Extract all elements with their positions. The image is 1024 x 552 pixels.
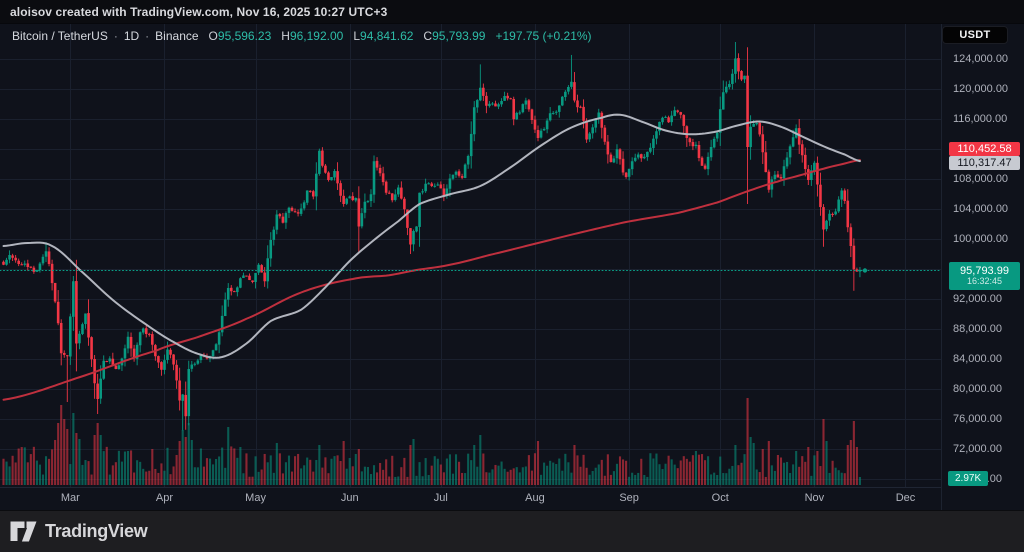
last-price-value: 95,793.99 <box>960 265 1009 278</box>
time-scale-label: Apr <box>155 492 174 504</box>
price-scale-label: 84,000.00 <box>953 352 1002 365</box>
price-scale-label: 104,000.00 <box>953 202 1009 215</box>
price-scale[interactable]: 110,452.58 110,317.47 95,793.99 16:32:45… <box>941 24 1024 510</box>
time-scale-label: Mar <box>60 492 80 504</box>
price-scale-label: 72,000.00 <box>953 442 1002 455</box>
price-scale-label: 124,000.00 <box>953 52 1009 65</box>
symbol-legend: Bitcoin / TetherUS · 1D · Binance O95,59… <box>12 29 592 43</box>
legend-change: +197.75 (+0.21%) <box>495 29 592 43</box>
footer-bar: TradingView <box>0 510 1024 552</box>
time-scale-label: Oct <box>711 492 729 504</box>
price-scale-label: 120,000.00 <box>953 82 1009 95</box>
price-scale-label: 100,000.00 <box>953 232 1009 245</box>
legend-low: L94,841.62 <box>353 29 414 43</box>
time-scale-label: Jun <box>340 492 359 504</box>
chart-area: Bitcoin / TetherUS · 1D · Binance O95,59… <box>0 24 1024 510</box>
legend-high: H96,192.00 <box>281 29 344 43</box>
ma-fast-price-badge: 110,317.47 <box>949 156 1020 170</box>
price-scale-label: 80,000.00 <box>953 382 1002 395</box>
price-scale-label: 76,000.00 <box>953 412 1002 425</box>
tradingview-logo-link[interactable]: TradingView <box>10 521 148 542</box>
price-scale-label: 92,000.00 <box>953 292 1002 305</box>
legend-interval[interactable]: 1D <box>123 29 140 43</box>
volume-badge: 2.97K <box>948 471 989 486</box>
symbol-title[interactable]: Bitcoin / TetherUS <box>12 29 108 43</box>
legend-close: C95,793.99 <box>423 29 486 43</box>
time-scale[interactable]: Mar Apr May Jun Jul Aug Sep Oct Nov Dec <box>0 488 941 510</box>
legend-separator: · <box>145 29 150 43</box>
legend-separator: · <box>113 29 118 43</box>
brand-name: TradingView <box>45 521 148 541</box>
time-scale-label: Nov <box>804 492 825 504</box>
time-scale-label: Aug <box>525 492 545 504</box>
attribution-bar: aloisov created with TradingView.com, No… <box>0 0 1024 24</box>
currency-toggle-button[interactable]: USDT <box>942 26 1008 44</box>
price-scale-label: 108,000.00 <box>953 172 1009 185</box>
time-scale-label: Dec <box>895 492 916 504</box>
tradingview-logo-icon <box>10 521 37 542</box>
attribution-text: aloisov created with TradingView.com, No… <box>10 4 388 19</box>
last-price-badge: 95,793.99 16:32:45 <box>949 262 1020 291</box>
legend-exchange[interactable]: Binance <box>155 29 199 43</box>
chart-pane[interactable] <box>0 24 941 510</box>
time-scale-label: Sep <box>619 492 639 504</box>
price-scale-label: 88,000.00 <box>953 322 1002 335</box>
price-scale-label: 116,000.00 <box>953 112 1008 125</box>
time-scale-label: Jul <box>433 492 448 504</box>
legend-open: O95,596.23 <box>208 29 272 43</box>
time-scale-label: May <box>245 492 266 504</box>
bar-countdown: 16:32:45 <box>966 276 1003 287</box>
ma-slow-price-badge: 110,452.58 <box>949 142 1020 156</box>
